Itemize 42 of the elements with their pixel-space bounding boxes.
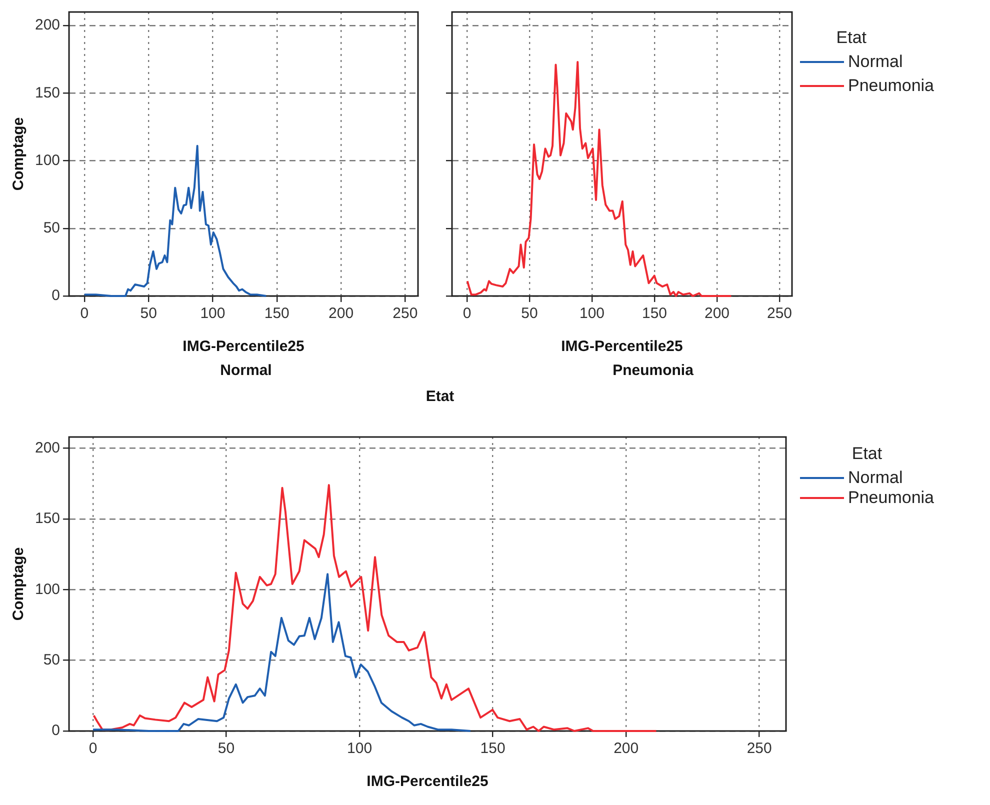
x-tick-label: 200 (704, 305, 730, 322)
y-tick-label: 200 (34, 439, 60, 456)
x-tick-label: 0 (88, 740, 98, 758)
x-tick-label: 200 (328, 305, 354, 322)
y-tick-label: 200 (34, 16, 60, 34)
x-tick-label: 0 (462, 305, 472, 322)
y-axis-title: Comptage (10, 547, 28, 621)
x-tick-label: 200 (614, 740, 639, 758)
x-tick-label: 0 (80, 305, 89, 322)
x-tick-label: 250 (766, 305, 792, 322)
x-tick-label: 100 (347, 740, 372, 758)
x-axis-title: IMG-Percentile25 (182, 338, 304, 356)
legend-label: Normal (848, 52, 903, 72)
y-tick-label: 150 (34, 510, 60, 528)
y-tick-label: 0 (52, 722, 60, 740)
x-tick-label: 250 (392, 305, 418, 322)
x-axis-title: IMG-Percentile25 (561, 338, 683, 356)
y-tick-label: 50 (43, 651, 60, 668)
legend-label: Pneumonia (848, 76, 934, 96)
y-tick-label: 150 (34, 84, 60, 102)
x-tick-label: 50 (218, 740, 235, 758)
x-tick-label: 100 (200, 305, 226, 322)
legend-title: Etat (850, 444, 884, 464)
text: Etat (424, 388, 456, 405)
legend-title: Etat (835, 28, 868, 48)
text: Normal (219, 362, 273, 379)
x-tick-label: 50 (521, 305, 538, 322)
y-tick-label: 0 (52, 287, 60, 304)
y-axis-title: Comptage (10, 117, 28, 191)
x-tick-label: 150 (480, 740, 506, 758)
y-tick-label: 100 (34, 580, 60, 598)
x-tick-label: 250 (746, 740, 772, 758)
text: Pneumonia (612, 362, 694, 379)
y-tick-label: 50 (43, 220, 60, 237)
x-tick-label: 150 (642, 305, 668, 322)
legend-label: Pneumonia (848, 488, 934, 508)
x-axis-title: IMG-Percentile25 (366, 773, 488, 790)
legend-label: Normal (848, 468, 903, 488)
y-tick-label: 100 (34, 152, 60, 169)
x-tick-label: 150 (264, 305, 290, 322)
x-tick-label: 100 (579, 305, 605, 322)
x-tick-label: 50 (140, 305, 157, 322)
